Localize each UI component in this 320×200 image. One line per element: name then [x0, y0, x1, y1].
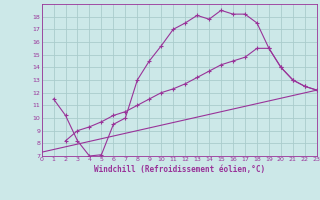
X-axis label: Windchill (Refroidissement éolien,°C): Windchill (Refroidissement éolien,°C)	[94, 165, 265, 174]
